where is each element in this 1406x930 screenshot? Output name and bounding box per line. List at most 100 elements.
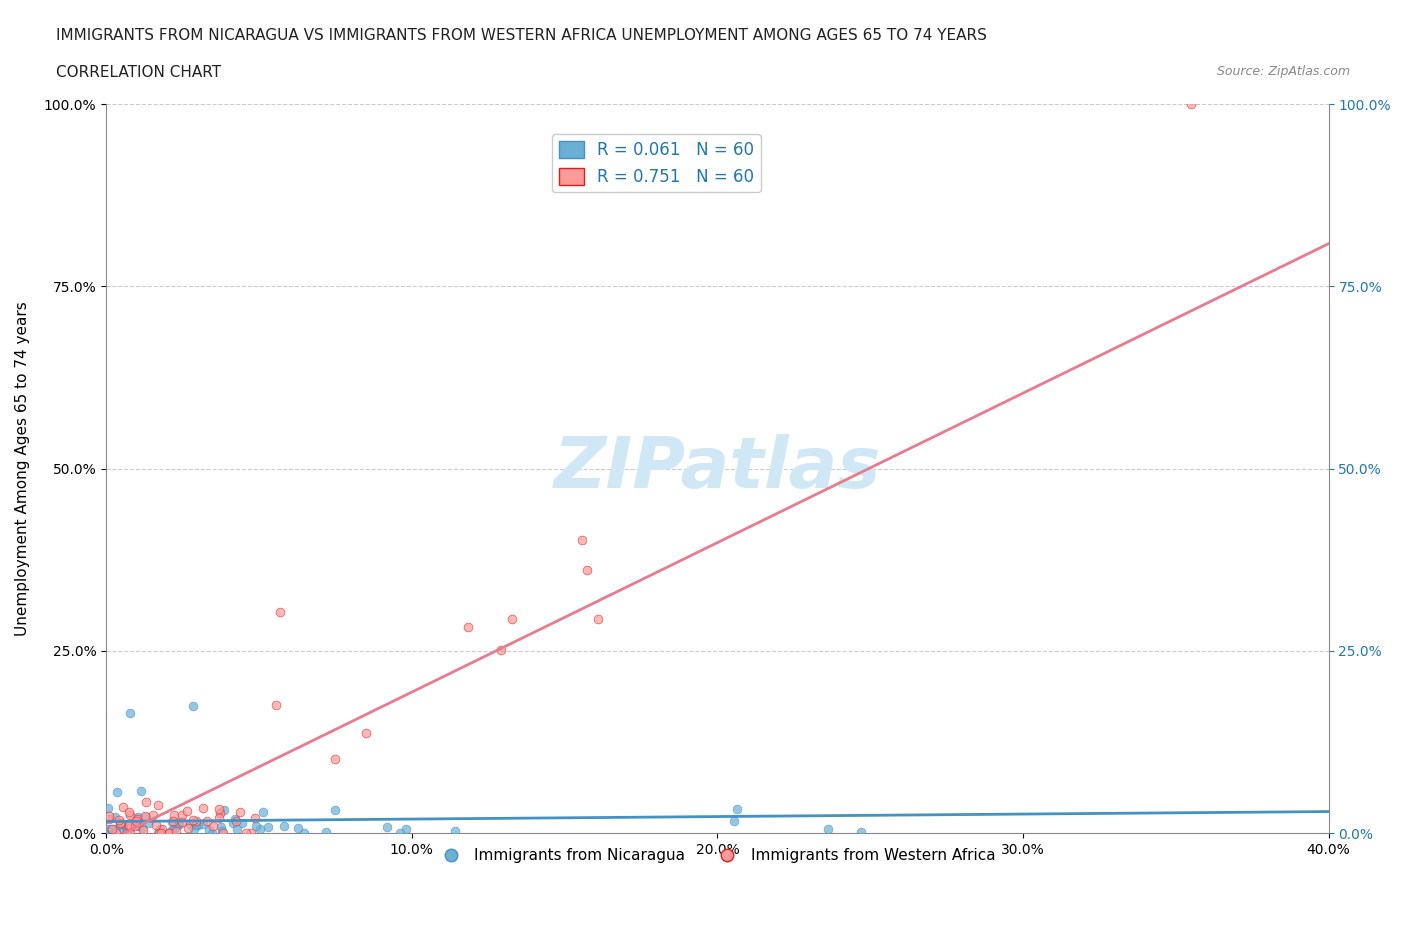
Immigrants from Nicaragua [148,826,170,841]
Immigrants from Western Africa [264,698,287,712]
Immigrants from Nicaragua [231,816,253,830]
Immigrants from Nicaragua [222,816,245,830]
Immigrants from Western Africa [501,612,523,627]
Immigrants from Nicaragua [226,822,249,837]
Immigrants from Nicaragua [104,821,127,836]
Immigrants from Nicaragua [110,817,132,832]
Immigrants from Nicaragua [186,817,208,832]
Immigrants from Western Africa [212,826,235,841]
Immigrants from Western Africa [104,826,127,841]
Legend: Immigrants from Nicaragua, Immigrants from Western Africa: Immigrants from Nicaragua, Immigrants fr… [433,842,1002,870]
Immigrants from Western Africa [98,812,121,827]
Immigrants from Western Africa [201,818,224,833]
Immigrants from Western Africa [118,804,141,819]
Immigrants from Western Africa [170,815,193,830]
Immigrants from Western Africa [118,817,141,832]
Immigrants from Nicaragua [111,817,134,831]
Immigrants from Nicaragua [292,825,315,840]
Immigrants from Nicaragua [198,822,221,837]
Immigrants from Nicaragua [112,821,135,836]
Immigrants from Nicaragua [96,821,118,836]
Immigrants from Nicaragua [131,784,153,799]
Immigrants from Western Africa [108,813,131,828]
Immigrants from Western Africa [124,813,146,828]
Immigrants from Western Africa [177,820,200,835]
Immigrants from Nicaragua [388,825,411,840]
Immigrants from Western Africa [148,826,170,841]
Y-axis label: Unemployment Among Ages 65 to 74 years: Unemployment Among Ages 65 to 74 years [15,301,30,636]
Immigrants from Western Africa [323,751,346,766]
Immigrants from Nicaragua [444,824,467,839]
Immigrants from Nicaragua [115,825,138,840]
Text: CORRELATION CHART: CORRELATION CHART [56,65,221,80]
Immigrants from Western Africa [135,795,157,810]
Immigrants from Western Africa [110,815,132,830]
Immigrants from Nicaragua [212,803,235,817]
Immigrants from Western Africa [243,811,266,826]
Immigrants from Nicaragua [817,821,839,836]
Immigrants from Western Africa [124,818,146,833]
Immigrants from Western Africa [575,563,598,578]
Immigrants from Nicaragua [201,825,224,840]
Immigrants from Western Africa [111,800,134,815]
Immigrants from Nicaragua [187,817,209,832]
Immigrants from Western Africa [146,798,169,813]
Immigrants from Western Africa [142,807,165,822]
Immigrants from Nicaragua [323,803,346,817]
Immigrants from Nicaragua [118,706,141,721]
Text: Source: ZipAtlas.com: Source: ZipAtlas.com [1216,65,1350,78]
Immigrants from Western Africa [165,823,187,838]
Immigrants from Western Africa [100,822,122,837]
Immigrants from Western Africa [235,826,257,841]
Immigrants from Nicaragua [315,825,337,840]
Immigrants from Western Africa [356,725,378,740]
Immigrants from Western Africa [163,807,186,822]
Immigrants from Nicaragua [849,825,872,840]
Immigrants from Western Africa [224,814,246,829]
Immigrants from Western Africa [131,822,153,837]
Immigrants from Nicaragua [135,809,157,824]
Immigrants from Western Africa [120,807,142,822]
Immigrants from Nicaragua [160,815,183,830]
Immigrants from Nicaragua [191,817,214,831]
Immigrants from Nicaragua [127,817,149,831]
Immigrants from Western Africa [186,814,208,829]
Immigrants from Nicaragua [159,825,181,840]
Immigrants from Western Africa [149,826,172,841]
Immigrants from Nicaragua [179,817,201,831]
Immigrants from Western Africa [207,811,229,826]
Immigrants from Western Africa [269,604,291,619]
Immigrants from Nicaragua [395,822,418,837]
Text: IMMIGRANTS FROM NICARAGUA VS IMMIGRANTS FROM WESTERN AFRICA UNEMPLOYMENT AMONG A: IMMIGRANTS FROM NICARAGUA VS IMMIGRANTS … [56,28,987,43]
Immigrants from Western Africa [208,802,231,817]
Text: ZIPatlas: ZIPatlas [554,434,882,503]
Immigrants from Western Africa [98,809,121,824]
Immigrants from Nicaragua [138,816,160,830]
Immigrants from Nicaragua [181,698,204,713]
Immigrants from Western Africa [134,809,156,824]
Immigrants from Western Africa [157,826,180,841]
Immigrants from Nicaragua [105,784,128,799]
Immigrants from Western Africa [229,804,252,819]
Immigrants from Western Africa [157,826,180,841]
Immigrants from Western Africa [150,821,173,836]
Immigrants from Nicaragua [128,818,150,833]
Immigrants from Nicaragua [375,819,398,834]
Immigrants from Western Africa [197,814,219,829]
Immigrants from Western Africa [491,643,513,658]
Immigrants from Nicaragua [160,823,183,838]
Immigrants from Nicaragua [209,820,232,835]
Immigrants from Western Africa [125,812,148,827]
Immigrants from Nicaragua [131,821,153,836]
Immigrants from Nicaragua [97,800,120,815]
Immigrants from Western Africa [240,826,263,841]
Immigrants from Nicaragua [725,802,748,817]
Immigrants from Nicaragua [723,814,745,829]
Immigrants from Western Africa [1180,97,1202,112]
Immigrants from Western Africa [120,819,142,834]
Immigrants from Nicaragua [249,821,271,836]
Immigrants from Nicaragua [257,819,280,834]
Immigrants from Western Africa [209,805,232,820]
Immigrants from Nicaragua [104,809,127,824]
Immigrants from Nicaragua [211,824,233,839]
